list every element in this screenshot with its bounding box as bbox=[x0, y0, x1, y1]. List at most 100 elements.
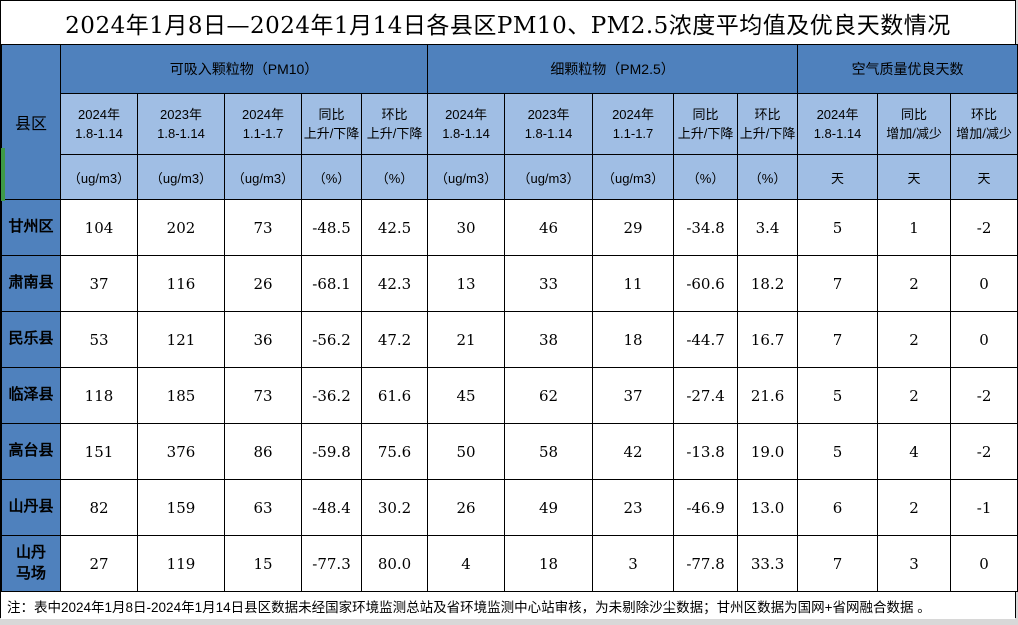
group-header-0: 可吸入颗粒物（PM10） bbox=[59, 44, 429, 94]
data-cell-r3-c11: 2 bbox=[877, 367, 952, 424]
data-cell-r5-c10: 6 bbox=[797, 479, 879, 536]
unit-header-4: （%） bbox=[360, 154, 429, 200]
data-cell-r0-c1: 202 bbox=[137, 199, 225, 256]
data-cell-r0-c0: 104 bbox=[60, 199, 138, 256]
data-cell-r2-c0: 53 bbox=[60, 311, 138, 368]
data-cell-r6-c9: 33.3 bbox=[737, 535, 799, 592]
period-header-7: 2024年 1.1-1.7 bbox=[592, 93, 675, 155]
period-header-1: 2023年 1.8-1.14 bbox=[137, 93, 225, 155]
data-cell-r1-c0: 37 bbox=[60, 255, 138, 312]
data-cell-r5-c7: 23 bbox=[592, 479, 675, 536]
county-cell-4: 高台县 bbox=[1, 423, 61, 480]
data-cell-r0-c5: 30 bbox=[427, 199, 506, 256]
unit-header-8: （%） bbox=[673, 154, 739, 200]
data-cell-r1-c12: 0 bbox=[950, 255, 1018, 312]
data-cell-r1-c7: 11 bbox=[592, 255, 675, 312]
data-cell-r5-c4: 30.2 bbox=[360, 479, 429, 536]
period-header-5: 2024年 1.8-1.14 bbox=[427, 93, 506, 155]
data-cell-r0-c11: 1 bbox=[877, 199, 952, 256]
data-cell-r6-c11: 3 bbox=[877, 535, 952, 592]
data-cell-r5-c5: 26 bbox=[427, 479, 506, 536]
period-header-4: 环比 上升/下降 bbox=[360, 93, 429, 155]
data-cell-r4-c7: 42 bbox=[592, 423, 675, 480]
period-header-0: 2024年 1.8-1.14 bbox=[60, 93, 138, 155]
data-cell-r3-c8: -27.4 bbox=[673, 367, 739, 424]
data-cell-r3-c5: 45 bbox=[427, 367, 506, 424]
footnote: 注：表中2024年1月8日-2024年1月14日县区数据未经国家环境监测总站及省… bbox=[1, 592, 1015, 619]
period-header-11: 同比 增加/减少 bbox=[877, 93, 952, 155]
data-cell-r6-c2: 15 bbox=[224, 535, 302, 592]
data-cell-r1-c6: 33 bbox=[504, 255, 594, 312]
data-cell-r5-c2: 63 bbox=[224, 479, 302, 536]
unit-header-5: （ug/m3） bbox=[427, 154, 506, 200]
data-cell-r3-c0: 118 bbox=[60, 367, 138, 424]
data-cell-r1-c10: 7 bbox=[797, 255, 879, 312]
data-cell-r1-c8: -60.6 bbox=[673, 255, 739, 312]
data-cell-r4-c0: 151 bbox=[60, 423, 138, 480]
left-edge-green-marker bbox=[1, 148, 5, 201]
data-cell-r1-c5: 13 bbox=[427, 255, 506, 312]
data-cell-r3-c4: 61.6 bbox=[360, 367, 429, 424]
data-cell-r2-c8: -44.7 bbox=[673, 311, 739, 368]
data-cell-r3-c3: -36.2 bbox=[301, 367, 362, 424]
table-body: 甘州区 104 202 73 -48.5 42.5 30 46 29 -34.8 3.4 5 1 -2 肃南… bbox=[1, 199, 1018, 592]
page-title: 2024年1月8日—2024年1月14日各县区PM10、PM2.5浓度平均值及优… bbox=[1, 1, 1015, 44]
county-cell-0: 甘州区 bbox=[1, 199, 61, 256]
data-cell-r2-c7: 18 bbox=[592, 311, 675, 368]
data-cell-r5-c12: -1 bbox=[950, 479, 1018, 536]
data-cell-r6-c3: -77.3 bbox=[301, 535, 362, 592]
table-row: 山丹 马场 27 119 15 -77.3 80.0 4 18 3 -77.8 33.3 7 3 0 bbox=[1, 535, 1018, 592]
data-cell-r1-c1: 116 bbox=[137, 255, 225, 312]
unit-header-12: 天 bbox=[950, 154, 1018, 200]
data-cell-r6-c0: 27 bbox=[60, 535, 138, 592]
period-header-2: 2024年 1.1-1.7 bbox=[224, 93, 302, 155]
data-cell-r5-c11: 2 bbox=[877, 479, 952, 536]
table-row: 山丹县 82 159 63 -48.4 30.2 26 49 23 -46.9 13.0 6 2 -1 bbox=[1, 479, 1018, 536]
data-cell-r1-c9: 18.2 bbox=[737, 255, 799, 312]
table-row: 肃南县 37 116 26 -68.1 42.3 13 33 11 -60.6 18.2 7 2 0 bbox=[1, 255, 1018, 312]
data-cell-r0-c8: -34.8 bbox=[673, 199, 739, 256]
unit-header-11: 天 bbox=[877, 154, 952, 200]
table-row: 民乐县 53 121 36 -56.2 47.2 21 38 18 -44.7 16.7 7 2 0 bbox=[1, 311, 1018, 368]
period-header-10: 2024年 1.8-1.14 bbox=[797, 93, 879, 155]
data-cell-r1-c4: 42.3 bbox=[360, 255, 429, 312]
data-cell-r3-c9: 21.6 bbox=[737, 367, 799, 424]
period-header-9: 环比 上升/下降 bbox=[737, 93, 799, 155]
data-cell-r2-c4: 47.2 bbox=[360, 311, 429, 368]
data-cell-r2-c5: 21 bbox=[427, 311, 506, 368]
data-cell-r3-c12: -2 bbox=[950, 367, 1018, 424]
data-cell-r6-c1: 119 bbox=[137, 535, 225, 592]
table-row: 甘州区 104 202 73 -48.5 42.5 30 46 29 -34.8 3.4 5 1 -2 bbox=[1, 199, 1018, 256]
data-cell-r0-c12: -2 bbox=[950, 199, 1018, 256]
data-cell-r2-c11: 2 bbox=[877, 311, 952, 368]
group-header-2: 空气质量优良天数 bbox=[797, 44, 1018, 94]
unit-header-9: （%） bbox=[737, 154, 799, 200]
data-cell-r5-c3: -48.4 bbox=[301, 479, 362, 536]
group-header-1: 细颗粒物（PM2.5） bbox=[427, 44, 799, 94]
table-row: 临泽县 118 185 73 -36.2 61.6 45 62 37 -27.4 21.6 5 2 -2 bbox=[1, 367, 1018, 424]
unit-header-3: （%） bbox=[301, 154, 362, 200]
data-cell-r2-c6: 38 bbox=[504, 311, 594, 368]
period-header-12: 环比 增加/减少 bbox=[950, 93, 1018, 155]
county-cell-3: 临泽县 bbox=[1, 367, 61, 424]
data-cell-r3-c6: 62 bbox=[504, 367, 594, 424]
data-cell-r0-c2: 73 bbox=[224, 199, 302, 256]
data-cell-r1-c3: -68.1 bbox=[301, 255, 362, 312]
data-cell-r0-c9: 3.4 bbox=[737, 199, 799, 256]
period-header-6: 2023年 1.8-1.14 bbox=[504, 93, 594, 155]
data-cell-r5-c0: 82 bbox=[60, 479, 138, 536]
data-cell-r5-c9: 13.0 bbox=[737, 479, 799, 536]
data-cell-r2-c10: 7 bbox=[797, 311, 879, 368]
unit-header-0: （ug/m3） bbox=[60, 154, 138, 200]
data-cell-r1-c11: 2 bbox=[877, 255, 952, 312]
county-cell-5: 山丹县 bbox=[1, 479, 61, 536]
data-cell-r6-c12: 0 bbox=[950, 535, 1018, 592]
data-cell-r0-c10: 5 bbox=[797, 199, 879, 256]
data-cell-r2-c3: -56.2 bbox=[301, 311, 362, 368]
table-row: 高台县 151 376 86 -59.8 75.6 50 58 42 -13.8 19.0 5 4 -2 bbox=[1, 423, 1018, 480]
table-header: 县区 可吸入颗粒物（PM10） 细颗粒物（PM2.5） 空气质量优良天数 2024年 1… bbox=[1, 44, 1018, 200]
data-cell-r0-c7: 29 bbox=[592, 199, 675, 256]
unit-header-10: 天 bbox=[797, 154, 879, 200]
data-cell-r2-c12: 0 bbox=[950, 311, 1018, 368]
